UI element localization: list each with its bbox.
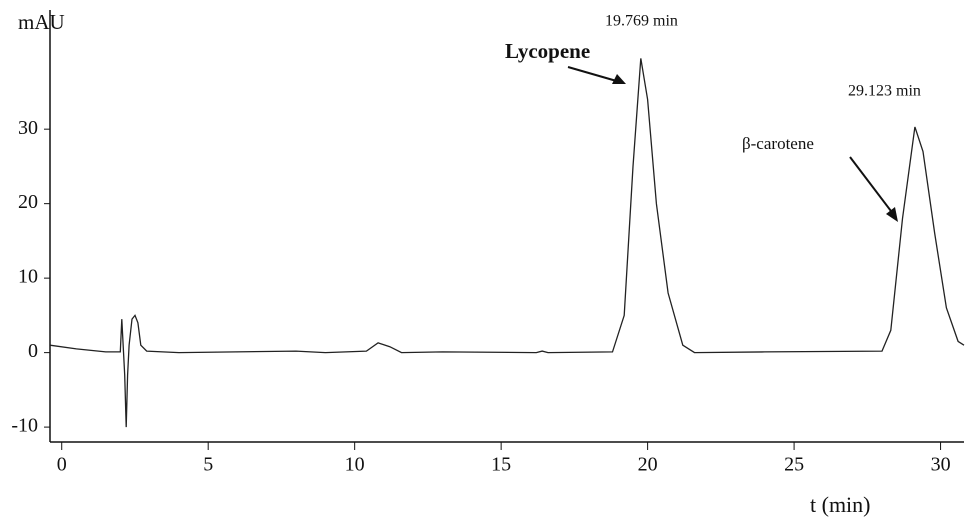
y-tick-label: 10 [18,266,38,288]
arrow [567,66,621,83]
retention-time: 29.123 min [848,83,921,100]
x-tick-label: 20 [638,454,658,476]
retention-time: 19.769 min [605,13,678,30]
x-tick-label: 10 [345,454,365,476]
arrow-head [612,74,626,84]
x-tick-label: 5 [203,454,213,476]
x-tick-label: 30 [931,454,951,476]
y-tick-label: 0 [28,340,38,362]
x-tick-label: 15 [491,454,511,476]
chromatogram-line [49,58,965,428]
peak-label: β-carotene [742,134,814,153]
y-axis-label: mAU [18,10,65,34]
x-tick-label: 0 [57,454,67,476]
arrow-head [886,207,898,222]
y-tick-label: -10 [11,415,38,437]
x-tick-label: 25 [784,454,804,476]
x-axis-label: t (min) [810,492,871,517]
arrow [849,156,895,216]
peak-label: Lycopene [505,39,590,63]
y-tick-label: 20 [18,191,38,213]
y-tick-label: 30 [18,117,38,139]
